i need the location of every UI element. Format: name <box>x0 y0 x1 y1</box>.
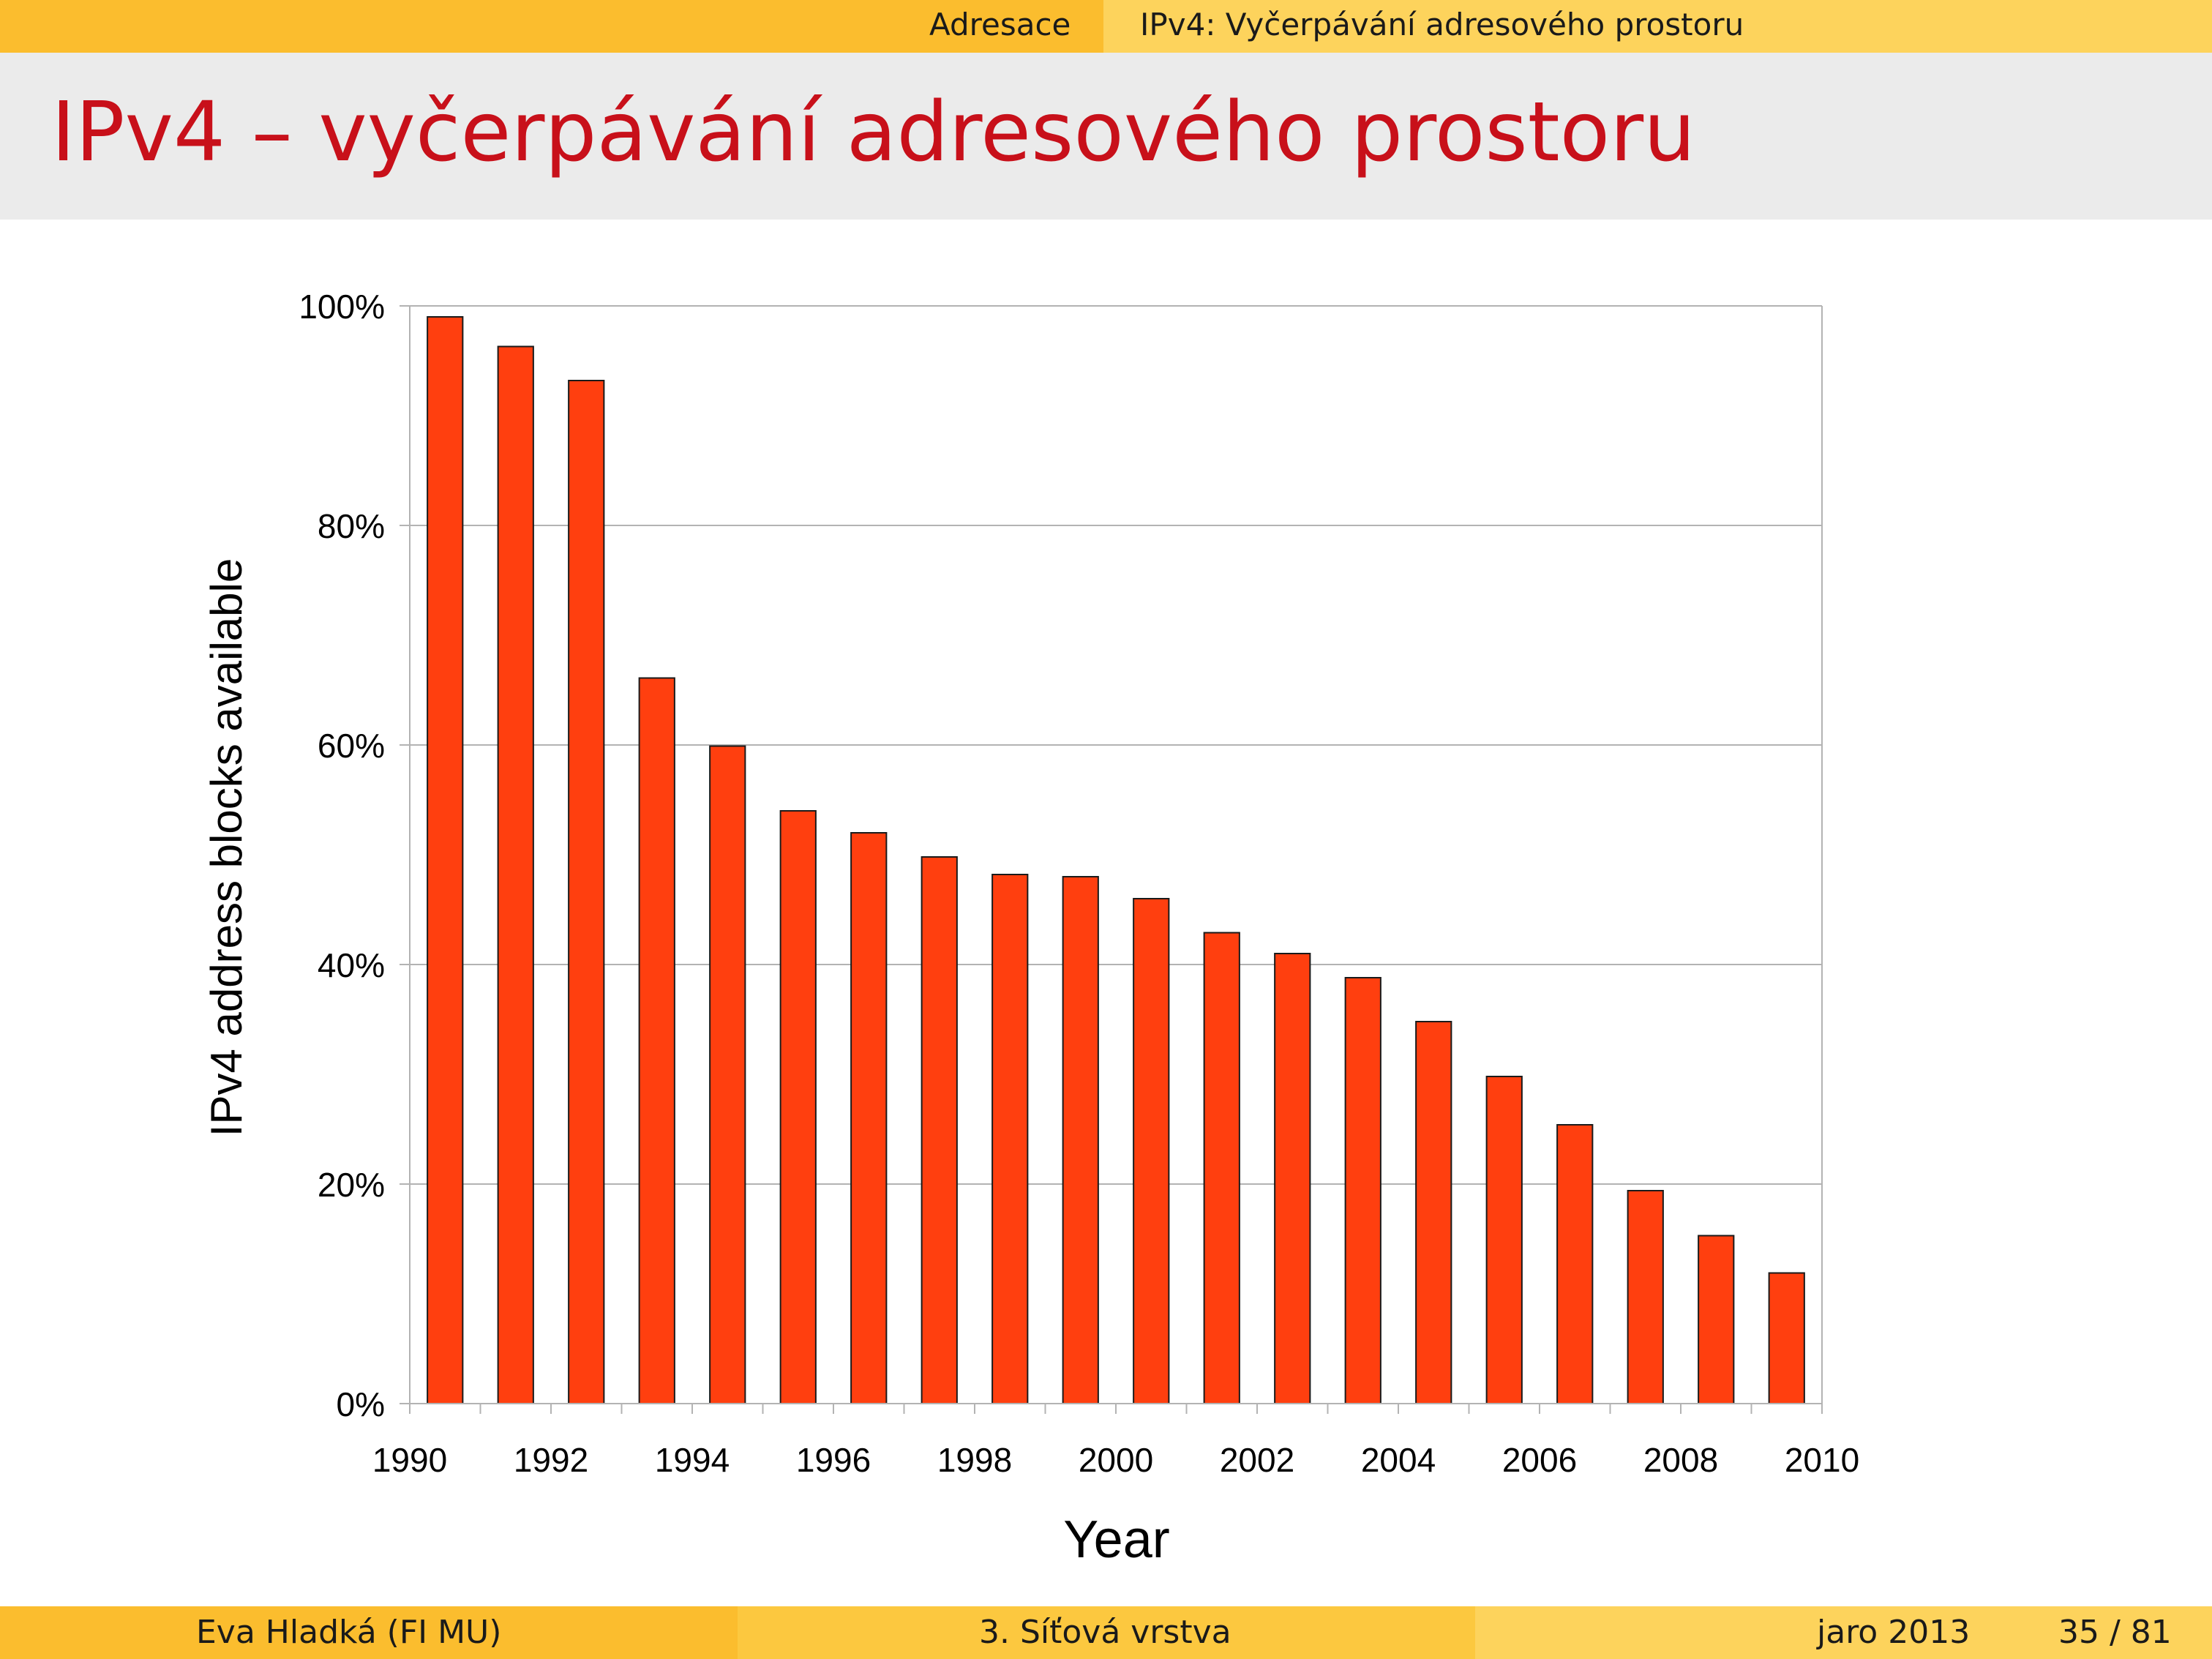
y-tick-label: 40% <box>318 946 385 984</box>
x-tick-label: 2000 <box>1079 1441 1153 1479</box>
footer-date: jaro 2013 <box>1817 1614 1971 1651</box>
x-tick-label: 2010 <box>1785 1441 1859 1479</box>
bar-1997 <box>921 856 958 1404</box>
bar-1998 <box>991 874 1029 1404</box>
x-tick-label: 1992 <box>514 1441 588 1479</box>
y-tick-label: 60% <box>318 727 385 765</box>
bar-2003 <box>1344 977 1381 1404</box>
bar-1999 <box>1062 876 1099 1404</box>
bar-1992 <box>568 380 605 1404</box>
bar-1996 <box>850 832 888 1404</box>
x-tick-label: 2006 <box>1502 1441 1577 1479</box>
chart-gridlines <box>410 305 1822 1185</box>
x-axis-title: Year <box>1063 1510 1169 1569</box>
bar-2005 <box>1485 1076 1523 1404</box>
bar-2009 <box>1768 1272 1805 1404</box>
bar-2000 <box>1133 898 1170 1404</box>
chart-bars <box>427 316 1805 1404</box>
bar-1990 <box>427 316 464 1404</box>
bar-1995 <box>779 810 817 1404</box>
navigation-bar <box>0 0 2212 53</box>
y-axis: 0% 20% 40% 60% 80% 100% <box>299 288 410 1423</box>
bar-2007 <box>1627 1190 1664 1404</box>
bar-2004 <box>1415 1021 1452 1404</box>
x-tick-label: 2004 <box>1361 1441 1436 1479</box>
footer-segment-section <box>738 1606 1475 1659</box>
y-tick-label: 80% <box>318 507 385 545</box>
x-tick-label: 2008 <box>1643 1441 1718 1479</box>
bar-1994 <box>709 745 746 1404</box>
nav-subsection-link[interactable]: IPv4: Vyčerpávání adresového prostoru <box>1140 7 1744 42</box>
footer-section-title: 3. Síťová vrstva <box>979 1614 1231 1651</box>
nav-current-highlight <box>1103 0 2212 53</box>
bar-2002 <box>1274 953 1311 1404</box>
x-tick-label: 2002 <box>1220 1441 1294 1479</box>
bar-2006 <box>1556 1124 1594 1404</box>
footer-segment-author <box>0 1606 738 1659</box>
x-tick-label: 1996 <box>796 1441 871 1479</box>
x-tick-label: 1990 <box>372 1441 447 1479</box>
nav-section-link[interactable]: Adresace <box>929 7 1071 42</box>
title-band <box>0 53 2212 220</box>
bar-2001 <box>1203 932 1240 1404</box>
x-tick-label: 1994 <box>655 1441 730 1479</box>
y-tick-label: 100% <box>299 288 385 326</box>
x-tick-label: 1998 <box>937 1441 1012 1479</box>
footer-author: Eva Hladká (FI MU) <box>196 1614 502 1651</box>
y-axis-title: IPv4 address blocks available <box>202 558 251 1136</box>
bar-2008 <box>1698 1235 1735 1404</box>
bar-1991 <box>497 345 534 1404</box>
x-axis: 1990 1992 1994 1996 1998 2000 2002 2004 2006 2008… <box>372 1403 1859 1479</box>
frame-title: IPv4 – vyčerpávání adresového prostoru <box>51 85 1696 180</box>
footer-segment-page <box>1475 1606 2212 1659</box>
footer-page-number: 35 / 81 <box>2058 1614 2172 1651</box>
y-tick-label: 0% <box>337 1385 385 1423</box>
y-tick-label: 20% <box>318 1166 385 1204</box>
bar-1993 <box>638 677 675 1404</box>
footer-bar: Eva Hladká (FI MU) 3. Síťová vrstva jaro… <box>0 1606 2212 1659</box>
